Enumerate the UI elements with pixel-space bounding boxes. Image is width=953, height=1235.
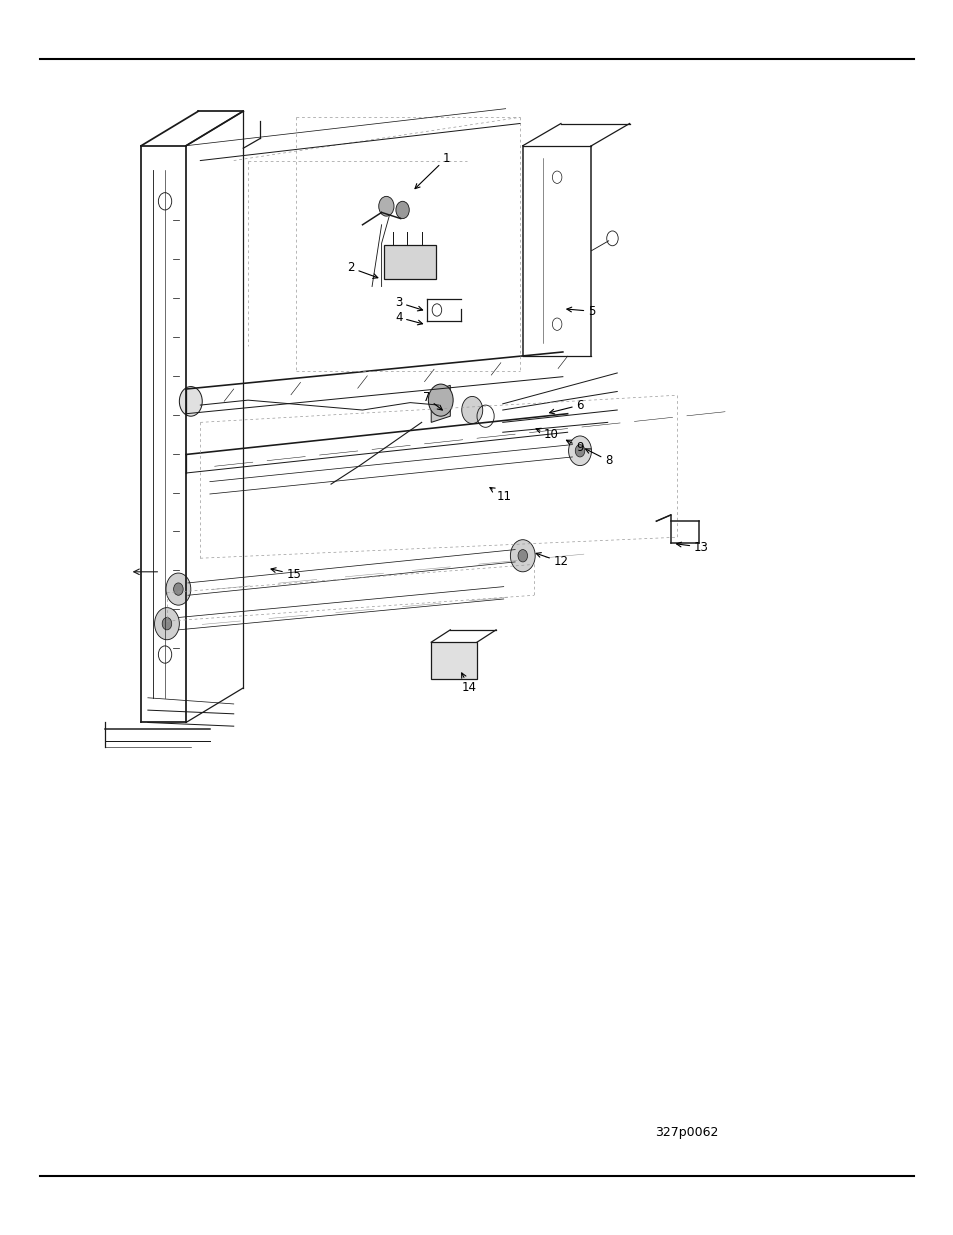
Text: 7: 7 — [422, 391, 442, 410]
Text: 11: 11 — [490, 488, 511, 503]
Circle shape — [395, 201, 409, 219]
Circle shape — [162, 618, 172, 630]
Text: 12: 12 — [536, 553, 568, 568]
Circle shape — [428, 384, 453, 416]
Text: 1: 1 — [415, 152, 450, 189]
Circle shape — [173, 583, 183, 595]
Text: 327p0062: 327p0062 — [655, 1126, 718, 1139]
Text: 14: 14 — [461, 673, 476, 694]
Text: 13: 13 — [676, 541, 708, 553]
Circle shape — [166, 573, 191, 605]
Circle shape — [517, 550, 527, 562]
Bar — [383, 245, 436, 279]
Text: 15: 15 — [271, 568, 301, 580]
Circle shape — [568, 436, 591, 466]
Circle shape — [378, 196, 394, 216]
Circle shape — [575, 445, 584, 457]
Text: 2: 2 — [347, 262, 377, 278]
Text: 4: 4 — [395, 311, 422, 325]
Circle shape — [154, 608, 179, 640]
Bar — [431, 642, 476, 679]
Circle shape — [179, 387, 202, 416]
Text: 10: 10 — [536, 429, 558, 441]
Text: 8: 8 — [585, 448, 612, 467]
Polygon shape — [431, 385, 450, 422]
Text: 9: 9 — [566, 440, 583, 453]
Text: 3: 3 — [395, 296, 422, 311]
Circle shape — [461, 396, 482, 424]
Text: 6: 6 — [549, 399, 583, 414]
Text: 5: 5 — [566, 305, 595, 317]
Circle shape — [510, 540, 535, 572]
